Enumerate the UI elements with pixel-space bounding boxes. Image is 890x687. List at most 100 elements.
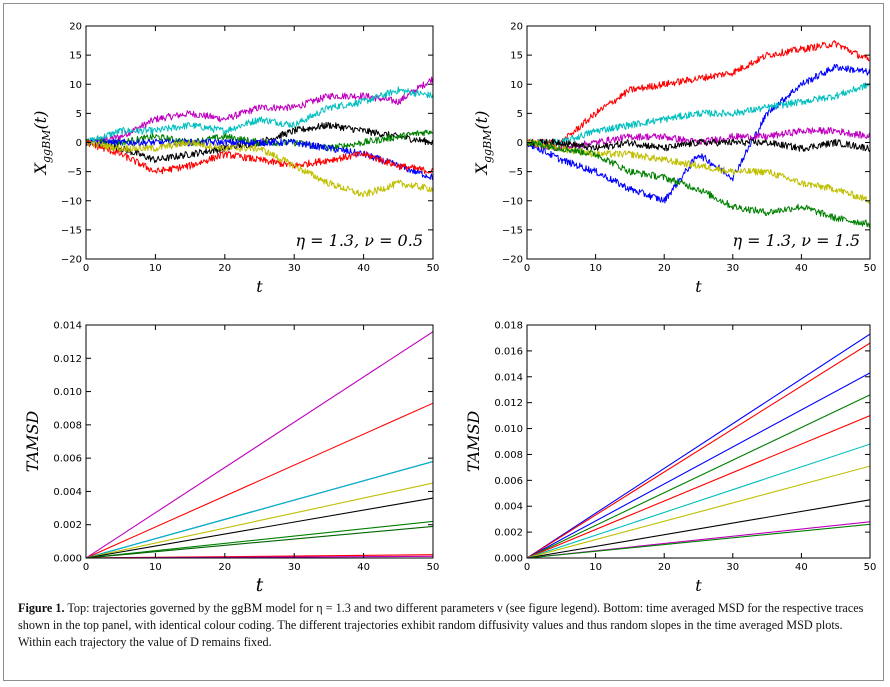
chart-bottom-right: 0 10 20 30 40 50 0.000 0.002 0.004 0.006 0.008 0.01… (464, 321, 876, 596)
y-tick-label: 0.018 (494, 321, 523, 332)
chart-bottom-left: 0 10 20 30 40 50 0.000 0.002 0.004 0.006 0.008 0.01… (23, 321, 439, 596)
series-line-3 (527, 127, 870, 152)
x-tick-label: 40 (795, 263, 808, 274)
y-tick-label: −15 (61, 225, 82, 236)
series-line-7 (86, 525, 433, 558)
x-tick-label: 20 (658, 562, 671, 573)
x-tick-label: 50 (427, 562, 440, 573)
x-tick-label: 50 (864, 263, 877, 274)
plot-frame (526, 324, 871, 559)
y-tick-label: 0.004 (494, 502, 523, 513)
caption-label: Figure 1. (18, 601, 65, 615)
parameter-annotation: η = 1.3, ν = 0.5 (295, 231, 423, 250)
figure-plots: 0 10 20 30 40 50−20−15−10−505101520tXggBM(t)η… (23, 22, 877, 596)
series-line-3 (527, 394, 870, 558)
y-tick-label: 0.004 (53, 487, 82, 498)
series-line-1 (86, 86, 433, 146)
y-tick-label: 20 (510, 22, 523, 33)
x-tick-label: 40 (795, 562, 808, 573)
figure-caption: Figure 1. Top: trajectories governed by … (18, 600, 873, 651)
series-line-4 (527, 415, 870, 558)
y-tick-label: 0.008 (53, 420, 82, 431)
y-tick-label: 0 (517, 138, 523, 149)
x-axis-label: t (256, 277, 263, 296)
y-tick-label: −5 (67, 167, 82, 178)
y-tick-label: 0.014 (53, 321, 82, 332)
y-axis-label: TAMSD (23, 411, 42, 473)
x-axis-label: t (695, 277, 702, 296)
y-tick-label: 0.000 (494, 554, 523, 565)
y-tick-label: −20 (61, 255, 82, 266)
series-line-6 (527, 465, 870, 558)
x-tick-label: 50 (427, 263, 440, 274)
x-tick-label: 20 (218, 263, 231, 274)
y-tick-label: −5 (508, 167, 523, 178)
x-tick-label: 10 (589, 263, 602, 274)
y-tick-label: 5 (517, 109, 523, 120)
series-line-0 (86, 76, 433, 145)
series-line-0 (86, 331, 433, 558)
series-line-0 (527, 40, 870, 147)
y-tick-label: 0.010 (494, 424, 523, 435)
x-tick-label: 50 (864, 562, 877, 573)
y-tick-label: 5 (76, 109, 82, 120)
x-axis-label: t (695, 576, 702, 595)
y-tick-label: 10 (510, 80, 523, 91)
y-tick-label: 20 (69, 22, 82, 33)
series-line-1 (527, 342, 870, 558)
series-line-4 (86, 138, 433, 180)
y-axis-label: XggBM(t) (31, 111, 53, 177)
series-line-7 (527, 499, 870, 558)
x-tick-label: 0 (83, 562, 89, 573)
series-line-1 (527, 63, 870, 204)
y-tick-label: 0.006 (53, 454, 82, 465)
y-tick-label: 0.012 (53, 354, 82, 365)
series-line-5 (527, 139, 870, 204)
x-tick-label: 10 (149, 562, 162, 573)
figure-frame (3, 3, 884, 681)
x-tick-label: 0 (524, 562, 530, 573)
y-axis-label: XggBM(t) (472, 111, 494, 177)
series-group (86, 76, 433, 198)
x-tick-label: 0 (83, 263, 89, 274)
series-line-4 (527, 138, 870, 153)
y-tick-label: 0.012 (494, 398, 523, 409)
y-tick-label: 10 (69, 80, 82, 91)
series-line-5 (527, 443, 870, 558)
y-axis-label: TAMSD (464, 411, 483, 473)
series-line-6 (86, 140, 433, 198)
x-tick-label: 30 (288, 562, 301, 573)
series-line-5 (86, 140, 433, 175)
parameter-annotation: η = 1.3, ν = 1.5 (732, 231, 860, 250)
y-tick-label: 0.000 (53, 554, 82, 565)
series-group (527, 333, 870, 558)
series-group (86, 331, 433, 558)
y-tick-label: −15 (502, 225, 523, 236)
y-tick-label: 0.006 (494, 476, 523, 487)
y-tick-label: 0.016 (494, 346, 523, 357)
x-tick-label: 20 (218, 562, 231, 573)
y-tick-label: 0.008 (494, 450, 523, 461)
series-line-2 (527, 82, 870, 147)
series-line-3 (86, 460, 433, 558)
plot-frame (85, 324, 434, 559)
series-line-9 (527, 523, 870, 558)
series-line-6 (527, 140, 870, 228)
series-line-4 (86, 482, 433, 558)
series-line-0 (527, 333, 870, 558)
x-tick-label: 30 (288, 263, 301, 274)
y-tick-label: 0.002 (494, 528, 523, 539)
x-tick-label: 40 (357, 562, 370, 573)
series-line-1 (86, 402, 433, 558)
y-tick-label: 0.010 (53, 387, 82, 398)
x-tick-label: 10 (589, 562, 602, 573)
series-line-2 (527, 372, 870, 558)
series-group (527, 40, 870, 228)
y-tick-label: 0.002 (53, 520, 82, 531)
caption-text: Top: trajectories governed by the ggBM m… (18, 601, 864, 649)
y-tick-label: −10 (61, 196, 82, 207)
y-tick-label: 15 (510, 51, 523, 62)
x-tick-label: 20 (658, 263, 671, 274)
y-tick-label: 0 (76, 138, 82, 149)
y-tick-label: 15 (69, 51, 82, 62)
